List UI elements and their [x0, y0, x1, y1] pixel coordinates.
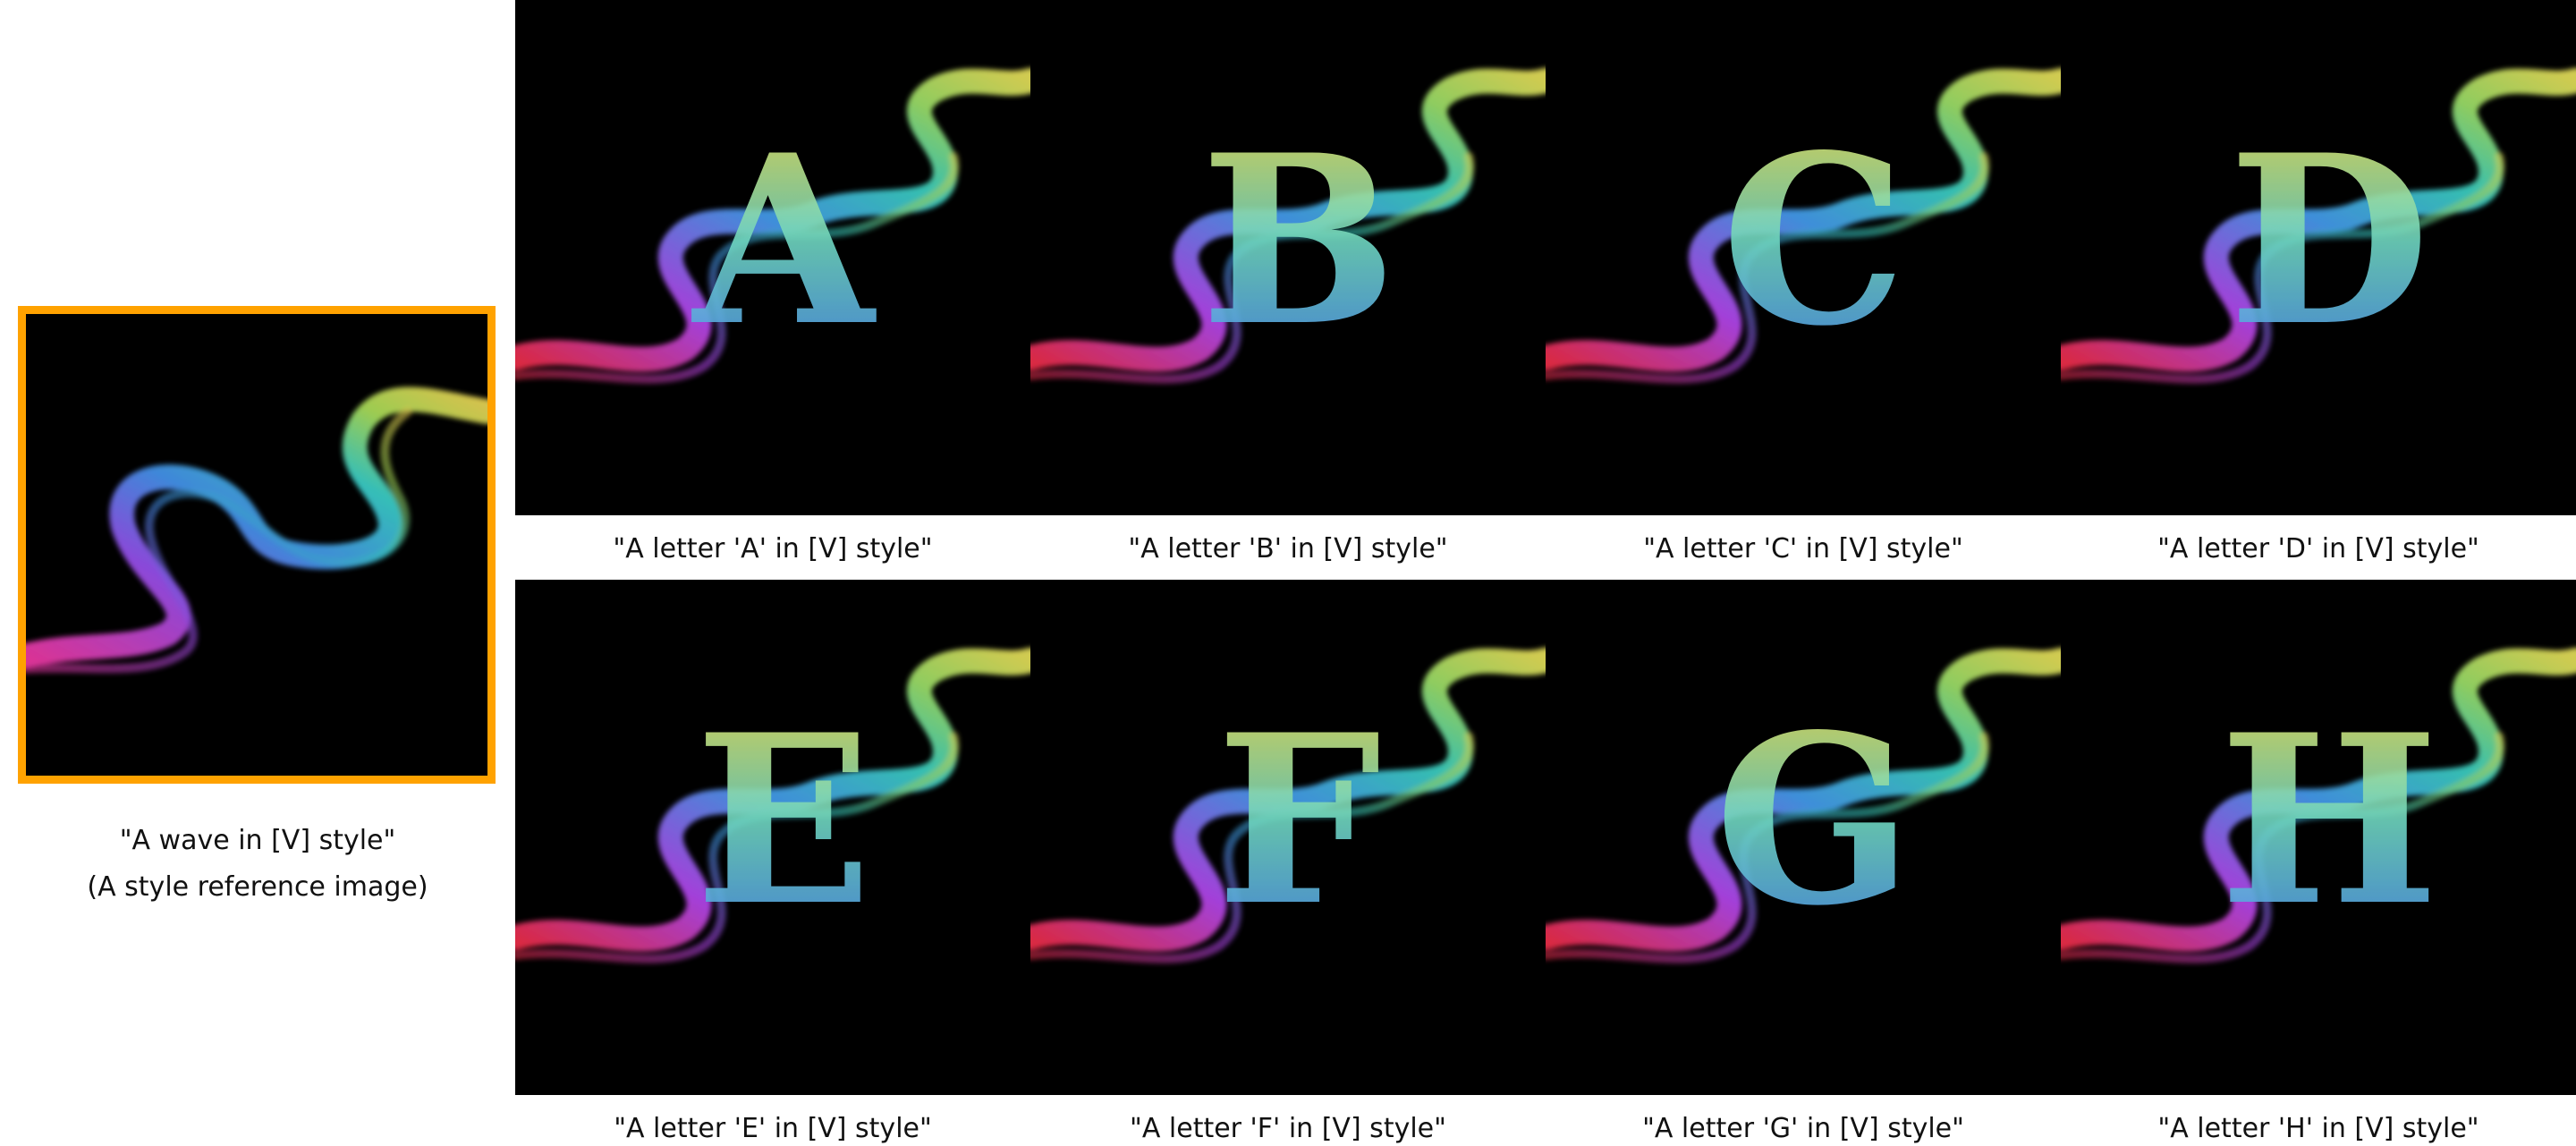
rainbow-wave-image: [26, 386, 487, 674]
letter-image-d: D: [2061, 0, 2576, 515]
rainbow-letter-artwork: E: [515, 648, 1030, 963]
rainbow-letter-artwork: D: [2061, 68, 2576, 384]
reference-caption-line2: (A style reference image): [87, 871, 428, 903]
letter-caption-g: "A letter 'G' in [V] style": [1642, 1113, 1964, 1144]
letter-image-e: E: [515, 580, 1030, 1095]
letter-image-b: B: [1030, 0, 1546, 515]
letter-caption-e: "A letter 'E' in [V] style": [614, 1113, 932, 1144]
letter-caption-a: "A letter 'A' in [V] style": [613, 533, 933, 565]
letter-caption-d: "A letter 'D' in [V] style": [2157, 533, 2479, 565]
letter-glyph: B: [1200, 105, 1397, 378]
letter-caption-f: "A letter 'F' in [V] style": [1130, 1113, 1446, 1144]
letter-image-h: H: [2061, 580, 2576, 1095]
letter-glyph: A: [690, 105, 878, 378]
letter-glyph: D: [2228, 105, 2429, 378]
rainbow-letter-artwork: G: [1546, 648, 2061, 963]
letter-image-a: A: [515, 0, 1030, 515]
reference-caption-line1: "A wave in [V] style": [119, 825, 396, 856]
rainbow-letter-artwork: B: [1030, 68, 1546, 384]
letter-image-c: C: [1546, 0, 2061, 515]
letter-glyph: F: [1216, 684, 1382, 957]
letter-glyph: H: [2219, 684, 2439, 957]
style-reference-image: [18, 306, 496, 784]
rainbow-letter-artwork: F: [1030, 648, 1546, 963]
rainbow-letter-artwork: A: [515, 68, 1030, 384]
letter-image-g: G: [1546, 580, 2061, 1095]
letter-image-f: F: [1030, 580, 1546, 1095]
letter-glyph: E: [695, 684, 872, 957]
rainbow-letter-artwork: C: [1546, 68, 2061, 384]
letter-caption-h: "A letter 'H' in [V] style": [2157, 1113, 2479, 1144]
letter-glyph: G: [1715, 684, 1913, 957]
rainbow-letter-artwork: H: [2061, 648, 2576, 963]
letter-caption-b: "A letter 'B' in [V] style": [1128, 533, 1448, 565]
letter-caption-c: "A letter 'C' in [V] style": [1643, 533, 1963, 565]
letter-glyph: C: [1722, 105, 1907, 378]
